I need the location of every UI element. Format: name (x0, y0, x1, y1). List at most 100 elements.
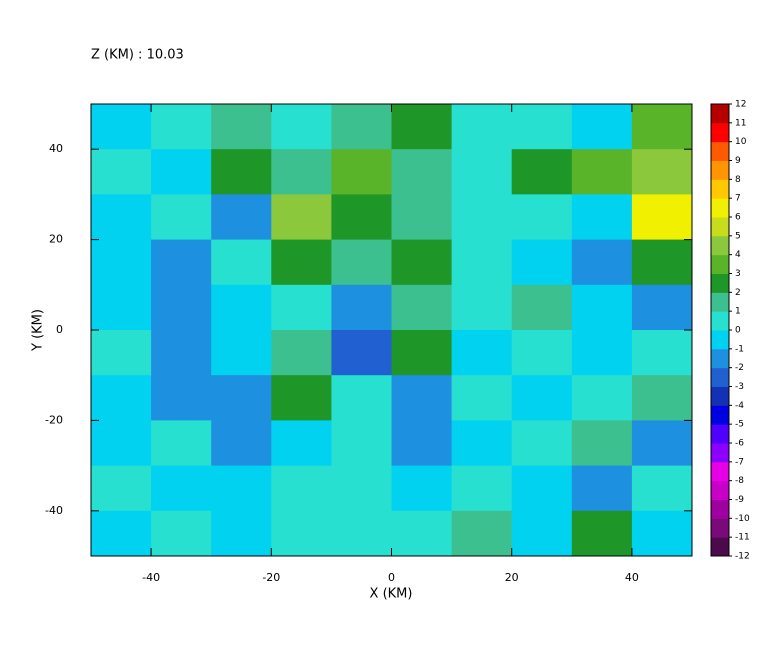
colorbar-swatch (711, 499, 729, 519)
colorbar-tick-label: 10 (735, 137, 747, 147)
cell (331, 149, 392, 195)
cell (391, 420, 453, 467)
cell (211, 330, 272, 376)
colorbar-swatch (711, 348, 729, 369)
cell (211, 194, 272, 241)
cell (631, 149, 693, 195)
cell (151, 510, 212, 557)
y-tick-label: -20 (45, 413, 63, 426)
cell (331, 330, 392, 376)
cell (151, 465, 212, 512)
cell (451, 239, 513, 286)
cell (631, 510, 693, 557)
colorbar-swatch (711, 292, 729, 312)
cell (91, 465, 152, 512)
cell (511, 194, 573, 241)
cell (511, 284, 573, 331)
cell (571, 239, 633, 286)
cell (91, 375, 152, 421)
cell (511, 330, 573, 376)
cell (151, 375, 212, 421)
y-tick-label: 0 (56, 323, 63, 336)
cell (91, 149, 152, 195)
cell (571, 420, 633, 467)
cell (271, 510, 332, 557)
colorbar-tick-label: -6 (735, 439, 744, 449)
colorbar-tick-label: -4 (735, 401, 744, 411)
colorbar-tick-label: 9 (735, 156, 741, 166)
cell (271, 239, 332, 286)
colorbar-tick-label: 7 (735, 194, 741, 204)
cell (331, 104, 392, 150)
chart-title: Z (KM) : 10.03 (91, 48, 184, 63)
colorbar-tick-label: 1 (735, 307, 741, 317)
cell (91, 194, 152, 241)
colorbar-swatch (711, 537, 729, 557)
cell (451, 330, 513, 376)
colorbar-swatch (711, 405, 729, 425)
cell (331, 284, 392, 331)
cell (211, 149, 272, 195)
cell (271, 330, 332, 376)
cell (391, 510, 453, 557)
cell (451, 284, 513, 331)
cell (631, 375, 693, 421)
cell (211, 375, 272, 421)
x-axis-label: X (KM) (370, 587, 413, 602)
cell (451, 149, 513, 195)
cell (631, 420, 693, 467)
cell (391, 194, 453, 241)
colorbar-swatch (711, 480, 729, 500)
cell (631, 104, 693, 150)
y-axis-label: Y (KM) (31, 309, 46, 352)
colorbar-tick-label: -10 (735, 514, 750, 524)
cell (331, 194, 392, 241)
colorbar-tick-label: -9 (735, 495, 744, 505)
cell (511, 510, 573, 557)
cell (151, 104, 212, 150)
colorbar-swatch (711, 273, 729, 293)
colorbar-tick-label: 12 (735, 100, 746, 110)
cell (451, 420, 513, 467)
cell (211, 420, 272, 467)
cell (571, 510, 633, 557)
cell (511, 104, 573, 150)
cell (511, 420, 573, 467)
cell (511, 375, 573, 421)
cell (151, 194, 212, 241)
colorbar-tick-label: -12 (735, 552, 750, 562)
cell (331, 375, 392, 421)
colorbar-tick-label: 3 (735, 269, 741, 279)
cell (571, 149, 633, 195)
cell (331, 239, 392, 286)
cell (211, 104, 272, 150)
x-tick-label: -20 (262, 571, 280, 584)
cell (331, 465, 392, 512)
cell (271, 420, 332, 467)
cell (271, 375, 332, 421)
colorbar-tick-label: -2 (735, 363, 744, 373)
cell (571, 375, 633, 421)
cell (331, 510, 392, 557)
cell (391, 375, 453, 421)
colorbar-swatch (711, 122, 729, 143)
colorbar-tick-label: -7 (735, 457, 744, 467)
cell (451, 465, 513, 512)
colorbar-tick-label: -11 (735, 533, 750, 543)
cell (91, 104, 152, 150)
cell (391, 239, 453, 286)
colorbar-tick-label: -3 (735, 382, 744, 392)
y-tick-label: 40 (49, 142, 63, 155)
cell (211, 510, 272, 557)
colorbar-tick-label: -1 (735, 344, 744, 354)
x-tick-label: -40 (142, 571, 160, 584)
colorbar-tick-label: -8 (735, 476, 744, 486)
cell (451, 375, 513, 421)
cell (151, 420, 212, 467)
cell (91, 420, 152, 467)
cell (151, 284, 212, 331)
colorbar-tick-label: 8 (735, 175, 741, 185)
colorbar-tick-label: 11 (735, 118, 746, 128)
cell (91, 330, 152, 376)
cell (631, 330, 693, 376)
